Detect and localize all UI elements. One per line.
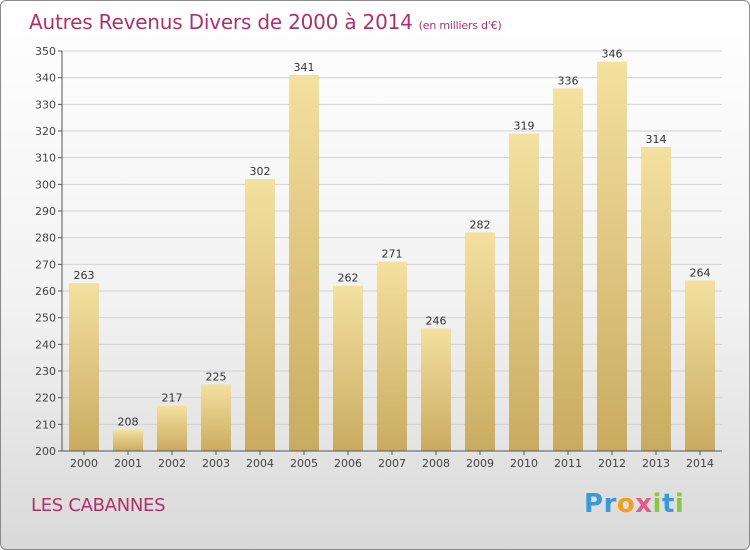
y-tick-label: 240 [35, 338, 56, 351]
logo-letter: o [616, 489, 636, 519]
logo-letter: i [652, 489, 662, 519]
y-tick-label: 230 [35, 365, 56, 378]
chart-subtitle: (en milliers d'€) [418, 19, 502, 32]
y-tick-label: 250 [35, 312, 56, 325]
y-tick-label: 270 [35, 258, 56, 271]
x-tick-label: 2005 [290, 457, 318, 470]
bar [553, 88, 583, 451]
bar [289, 75, 319, 451]
bar-value-label: 217 [162, 392, 183, 405]
bar-value-label: 346 [602, 48, 623, 61]
logo-letter: i [674, 489, 685, 519]
y-tick-label: 300 [35, 178, 56, 191]
bar [245, 179, 275, 451]
y-tick-label: 200 [35, 445, 56, 458]
logo-letter: x [635, 489, 653, 519]
y-tick-label: 290 [35, 205, 56, 218]
x-tick-label: 2004 [246, 457, 274, 470]
bar-value-label: 246 [426, 314, 447, 327]
bar [597, 61, 627, 452]
y-tick-label: 320 [35, 125, 56, 138]
y-axis-ticks: 200 210 220 230 240 250 260 270 280 290 300 310 320 3… [35, 45, 62, 458]
x-tick-label: 2001 [114, 457, 142, 470]
data-labels: 263 208 217 225 302 341 262 271 246 282 319 336 346 3… [74, 48, 711, 429]
x-tick-label: 2000 [70, 457, 98, 470]
bar [421, 328, 451, 451]
bar-value-label: 314 [646, 133, 667, 146]
x-tick-label: 2008 [422, 457, 450, 470]
y-tick-label: 340 [35, 72, 56, 85]
proxiti-logo: Proxiti [584, 489, 684, 519]
chart-title: Autres Revenus Divers de 2000 à 2014 (en … [29, 10, 502, 34]
x-tick-label: 2010 [510, 457, 538, 470]
logo-letter: t [661, 489, 675, 519]
bar-value-label: 263 [74, 269, 95, 282]
y-tick-label: 260 [35, 285, 56, 298]
logo-letter: r [603, 489, 617, 519]
x-tick-label: 2003 [202, 457, 230, 470]
x-tick-label: 2002 [158, 457, 186, 470]
x-tick-label: 2006 [334, 457, 362, 470]
place-name: LES CABANNES [31, 495, 166, 516]
bar [113, 429, 143, 451]
bar [641, 147, 671, 451]
y-tick-label: 330 [35, 98, 56, 111]
bar-value-label: 302 [250, 165, 271, 178]
y-tick-label: 210 [35, 418, 56, 431]
x-axis-ticks: 2000 2001 2002 2003 2004 2005 2006 2007 2008 2009… [70, 451, 714, 470]
bar [333, 285, 363, 451]
y-tick-label: 220 [35, 392, 56, 405]
y-tick-label: 350 [35, 45, 56, 58]
bar [465, 232, 495, 451]
bar-value-label: 225 [206, 370, 227, 383]
logo-letter: P [584, 489, 604, 519]
bar-value-label: 282 [470, 218, 491, 231]
bar-value-label: 264 [690, 266, 711, 279]
bar-value-label: 208 [118, 416, 139, 429]
bar [69, 283, 99, 451]
chart-title-text: Autres Revenus Divers de 2000 à 2014 [29, 10, 413, 34]
bar-value-label: 319 [514, 120, 535, 133]
x-tick-label: 2011 [554, 457, 582, 470]
bar-chart: 263 208 217 225 302 341 262 271 246 282 319 336 346 3… [35, 45, 722, 470]
x-tick-label: 2012 [598, 457, 626, 470]
bar [509, 133, 539, 451]
bar [201, 384, 231, 451]
bars [69, 61, 715, 452]
y-tick-label: 310 [35, 152, 56, 165]
bar-value-label: 341 [294, 61, 315, 74]
x-tick-label: 2014 [686, 457, 714, 470]
bar [685, 280, 715, 451]
bar [157, 405, 187, 451]
bar-value-label: 262 [338, 272, 359, 285]
x-tick-label: 2013 [642, 457, 670, 470]
y-tick-label: 280 [35, 232, 56, 245]
bar-value-label: 271 [382, 248, 403, 261]
x-tick-label: 2009 [466, 457, 494, 470]
bar [377, 261, 407, 451]
x-tick-label: 2007 [378, 457, 406, 470]
bar-value-label: 336 [558, 74, 579, 87]
